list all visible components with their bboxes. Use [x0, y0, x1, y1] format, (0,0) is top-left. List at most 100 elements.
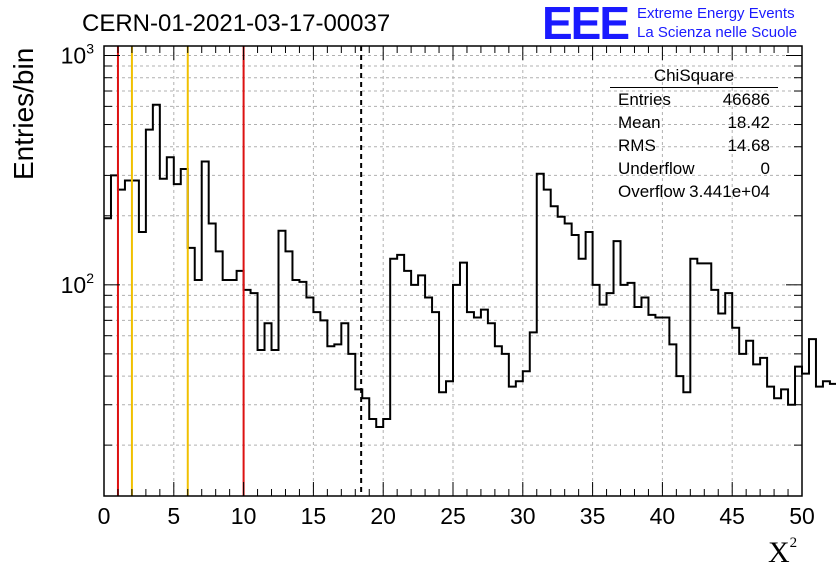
histogram-bin: [306, 298, 313, 496]
histogram-bin: [579, 259, 586, 496]
stats-key: Overflow: [618, 182, 686, 201]
histogram-bin: [509, 387, 516, 496]
histogram-bin: [690, 259, 697, 496]
histogram-bin: [418, 275, 425, 496]
histogram-bin: [704, 263, 711, 496]
stats-row-overflow: Overflow 3.441e+04: [610, 182, 778, 205]
histogram-bin: [272, 350, 279, 496]
x-tick-label: 5: [167, 503, 180, 529]
stats-box: ChiSquare Entries 46686 Mean 18.42 RMS 14.6…: [610, 66, 778, 205]
stats-key: Mean: [618, 113, 661, 132]
histogram-bin: [795, 367, 802, 496]
x-tick-label: 15: [301, 503, 327, 529]
histogram-bin: [446, 381, 453, 496]
histogram-bin: [237, 271, 244, 496]
stats-value: 14.68: [727, 136, 770, 155]
histogram-bin: [802, 374, 809, 496]
x-axis-label: X2: [768, 535, 798, 570]
histogram-bin: [572, 235, 579, 496]
histogram-bin: [348, 354, 355, 496]
histogram-bin: [516, 381, 523, 496]
histogram-bin: [621, 285, 628, 496]
x-tick-label: 20: [370, 503, 396, 529]
histogram-bin: [383, 419, 390, 496]
histogram-bin: [746, 341, 753, 496]
logo-caption: Extreme Energy Events La Scienza nelle S…: [637, 4, 797, 42]
stats-row-underflow: Underflow 0: [610, 159, 778, 182]
histogram-bin: [607, 293, 614, 496]
histogram-bin: [460, 263, 467, 496]
histogram-bin: [453, 285, 460, 496]
histogram-bin: [586, 232, 593, 496]
histogram-bin: [209, 224, 216, 496]
histogram-bin: [830, 384, 836, 496]
histogram-bin: [593, 285, 600, 496]
histogram-bin: [258, 350, 265, 496]
histogram-bin: [816, 387, 823, 496]
histogram-bin: [676, 376, 683, 496]
eee-logo: EEE: [542, 0, 630, 49]
stats-value: 0: [760, 159, 770, 178]
histogram-bin: [823, 381, 830, 496]
histogram-bin: [495, 346, 502, 496]
x-tick-label: 0: [98, 503, 111, 529]
histogram-bin: [781, 389, 788, 496]
histogram-series-line: [104, 103, 836, 428]
histogram-bin: [174, 184, 181, 496]
histogram-bin: [132, 181, 139, 496]
histogram-bin: [251, 293, 258, 496]
histogram-bin: [753, 364, 760, 496]
x-axis-label-base: X: [768, 536, 790, 569]
histogram-bin: [600, 305, 607, 496]
histogram-bin: [809, 339, 816, 496]
logo-line-2: La Scienza nelle Scuole: [637, 24, 798, 41]
x-tick-label: 50: [789, 503, 815, 529]
histogram-bin: [125, 181, 132, 496]
x-tick-label: 40: [650, 503, 676, 529]
histogram-bin: [530, 332, 537, 496]
histogram-bin: [223, 280, 230, 496]
histogram-bin: [774, 398, 781, 496]
histogram-bin: [488, 323, 495, 496]
histogram-bin: [285, 251, 292, 496]
histogram-bin: [279, 231, 286, 496]
histogram-bin: [425, 298, 432, 496]
histogram-bin: [725, 293, 732, 496]
y-tick-label: 102: [61, 270, 95, 298]
y-tick-label-exponent: 3: [86, 40, 94, 56]
histogram-bin: [558, 217, 565, 496]
histogram-bin: [432, 312, 439, 496]
x-tick-label: 35: [580, 503, 606, 529]
y-axis-label: Entries/bin: [8, 47, 39, 180]
stats-row-rms: RMS 14.68: [610, 136, 778, 159]
histogram-bin: [195, 280, 202, 496]
histogram-bin: [376, 427, 383, 496]
histogram-bin: [327, 346, 334, 496]
histogram-bin: [788, 405, 795, 496]
histogram-bin: [334, 344, 341, 496]
stats-row-entries: Entries 46686: [610, 90, 778, 113]
chart-title: CERN-01-2021-03-17-00037: [82, 10, 391, 37]
histogram-bin: [390, 259, 397, 496]
y-tick-label-base: 10: [61, 42, 87, 68]
histogram-bin: [614, 241, 621, 496]
histogram-bin: [655, 318, 662, 496]
histogram-bin: [299, 282, 306, 496]
x-axis-label-superscript: 2: [789, 535, 798, 551]
histogram-bin: [474, 318, 481, 496]
histogram-bin: [230, 280, 237, 496]
histogram-bin: [502, 354, 509, 496]
stats-value: 46686: [722, 90, 770, 109]
histogram-bin: [565, 224, 572, 496]
y-tick-label: 103: [61, 40, 95, 68]
histogram-bin: [362, 398, 369, 496]
x-tick-label: 10: [231, 503, 257, 529]
histogram-bin: [181, 169, 188, 496]
stats-key: Underflow: [618, 159, 695, 178]
x-tick-label: 30: [510, 503, 536, 529]
histogram-bin: [411, 285, 418, 496]
stats-key: RMS: [618, 136, 656, 155]
histogram-bin: [153, 105, 160, 496]
histogram-bin: [669, 344, 676, 496]
